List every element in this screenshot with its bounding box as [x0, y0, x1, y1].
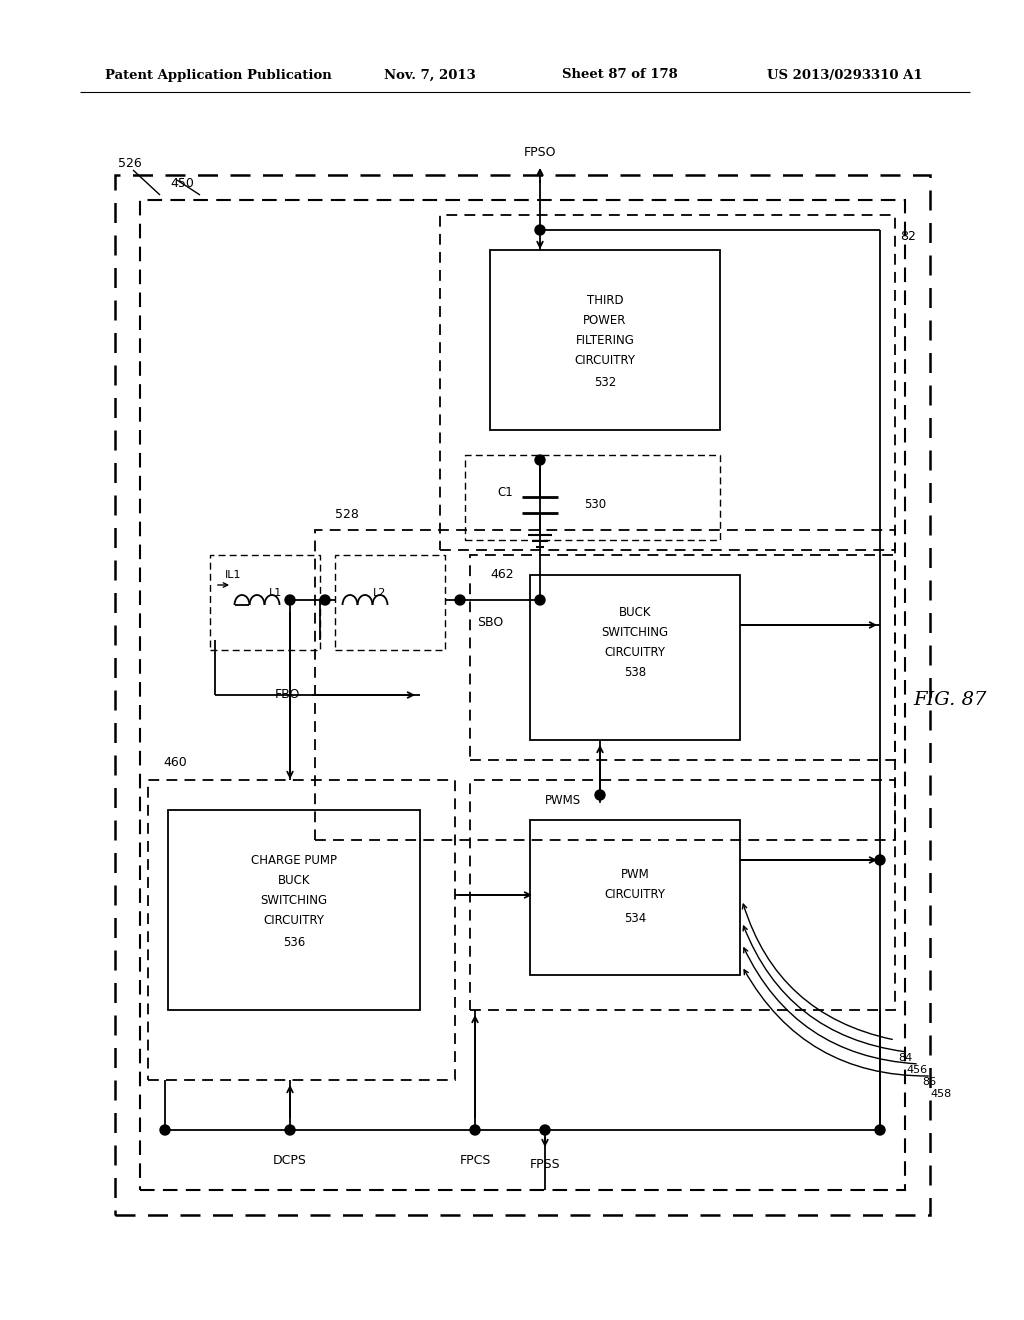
- Text: 82: 82: [900, 230, 915, 243]
- Circle shape: [874, 1125, 885, 1135]
- Text: 456: 456: [906, 1065, 928, 1074]
- Text: 86: 86: [922, 1077, 936, 1086]
- Bar: [148, 780, 455, 1080]
- Bar: [168, 810, 420, 1010]
- Text: L1: L1: [268, 587, 282, 598]
- Text: CIRCUITRY: CIRCUITRY: [263, 913, 325, 927]
- Text: PWM: PWM: [621, 869, 649, 882]
- Text: Sheet 87 of 178: Sheet 87 of 178: [562, 69, 678, 82]
- Bar: [490, 249, 720, 430]
- Circle shape: [285, 595, 295, 605]
- Text: 450: 450: [170, 177, 194, 190]
- Text: SBO: SBO: [477, 615, 503, 628]
- Text: SWITCHING: SWITCHING: [260, 894, 328, 907]
- Text: Nov. 7, 2013: Nov. 7, 2013: [384, 69, 476, 82]
- Text: CIRCUITRY: CIRCUITRY: [604, 888, 666, 902]
- Text: 458: 458: [931, 1089, 951, 1100]
- Text: DCPS: DCPS: [273, 1154, 307, 1167]
- Text: US 2013/0293310 A1: US 2013/0293310 A1: [767, 69, 923, 82]
- Circle shape: [455, 595, 465, 605]
- Text: Patent Application Publication: Patent Application Publication: [105, 69, 332, 82]
- Text: POWER: POWER: [584, 314, 627, 326]
- Bar: [470, 554, 895, 760]
- Text: BUCK: BUCK: [278, 874, 310, 887]
- Circle shape: [535, 455, 545, 465]
- Text: FBO: FBO: [275, 689, 300, 701]
- Text: CIRCUITRY: CIRCUITRY: [574, 354, 636, 367]
- Text: 84: 84: [898, 1053, 912, 1063]
- Bar: [440, 215, 895, 550]
- Text: 532: 532: [594, 375, 616, 388]
- Circle shape: [160, 1125, 170, 1135]
- Bar: [530, 576, 740, 741]
- Text: 534: 534: [624, 912, 646, 924]
- Text: FPSO: FPSO: [523, 145, 556, 158]
- Bar: [470, 780, 895, 1010]
- Text: FPSS: FPSS: [529, 1159, 560, 1172]
- Text: 462: 462: [490, 569, 514, 582]
- Text: BUCK: BUCK: [618, 606, 651, 619]
- Text: IL1: IL1: [225, 570, 242, 579]
- Text: 528: 528: [335, 508, 358, 521]
- Text: 460: 460: [163, 755, 186, 768]
- Bar: [530, 820, 740, 975]
- Text: CIRCUITRY: CIRCUITRY: [604, 647, 666, 660]
- Circle shape: [285, 1125, 295, 1135]
- Circle shape: [874, 855, 885, 865]
- Text: 536: 536: [283, 936, 305, 949]
- Text: L2: L2: [374, 587, 387, 598]
- Circle shape: [535, 595, 545, 605]
- Circle shape: [540, 1125, 550, 1135]
- Bar: [140, 201, 905, 1191]
- Text: CHARGE PUMP: CHARGE PUMP: [251, 854, 337, 866]
- Text: C1: C1: [497, 487, 513, 499]
- Text: FILTERING: FILTERING: [575, 334, 635, 346]
- Text: 530: 530: [584, 499, 606, 511]
- Circle shape: [319, 595, 330, 605]
- Bar: [315, 531, 895, 840]
- Text: THIRD: THIRD: [587, 293, 624, 306]
- Text: FIG. 87: FIG. 87: [913, 690, 987, 709]
- Text: FPCS: FPCS: [460, 1154, 490, 1167]
- Bar: [115, 176, 930, 1214]
- Bar: [335, 554, 445, 649]
- Circle shape: [470, 1125, 480, 1135]
- Circle shape: [595, 789, 605, 800]
- Circle shape: [535, 224, 545, 235]
- Text: PWMS: PWMS: [545, 793, 582, 807]
- Bar: [465, 455, 720, 540]
- Text: 526: 526: [118, 157, 141, 170]
- Text: 538: 538: [624, 667, 646, 680]
- Bar: [210, 554, 319, 649]
- Text: SWITCHING: SWITCHING: [601, 627, 669, 639]
